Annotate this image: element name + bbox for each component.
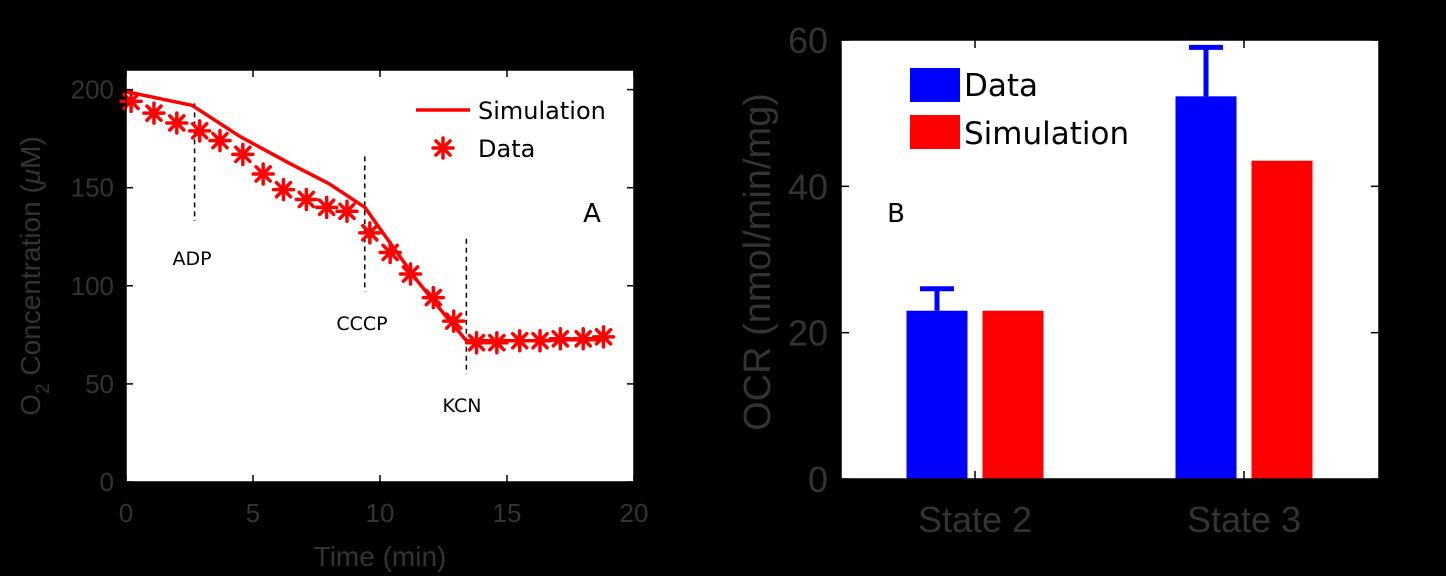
- y-tick-label: 100: [71, 271, 114, 301]
- x-tick-label: 10: [366, 498, 395, 528]
- y-tick-label: 40: [788, 166, 828, 207]
- data-point: [187, 119, 212, 143]
- panel-a-x-axis-label: Time (min): [314, 541, 447, 572]
- data-point: [441, 309, 466, 333]
- data-point-stroke: [381, 243, 399, 262]
- category-label: State 3: [1187, 499, 1301, 540]
- y-tick-label: 0: [100, 467, 114, 497]
- data-point-stroke: [234, 145, 252, 164]
- bar-simulation-state-2: [982, 310, 1044, 479]
- data-point-stroke: [274, 180, 293, 199]
- x-tick-label: 0: [119, 498, 133, 528]
- data-point-stroke: [254, 165, 272, 183]
- data-point: [548, 327, 573, 351]
- bar-simulation-state-3: [1251, 160, 1313, 479]
- category-label: State 2: [918, 499, 1032, 540]
- data-point: [507, 328, 532, 353]
- legend-simulation-label-b: Simulation: [964, 116, 1129, 152]
- data-point: [358, 221, 382, 245]
- data-point: [314, 195, 339, 220]
- x-tick-label: 15: [493, 498, 522, 528]
- data-point-stroke: [190, 121, 209, 140]
- data-point-stroke: [488, 333, 506, 352]
- legend-data-star-swatch: [431, 136, 455, 160]
- legend-simulation-swatch: [910, 115, 960, 149]
- data-point-stroke: [510, 331, 529, 350]
- data-point: [119, 89, 143, 114]
- bar-data-state-3: [1175, 96, 1237, 480]
- data-point: [271, 177, 296, 202]
- panel-a-legend: Simulation Data: [416, 97, 606, 163]
- data-point-stroke: [317, 198, 336, 217]
- data-point: [142, 101, 166, 125]
- data-point: [485, 330, 509, 355]
- legend-data-label: Data: [478, 135, 535, 163]
- panel-a-y-axis-label: O2 Concentration (μM): [15, 136, 54, 416]
- y-tick-label: 150: [71, 173, 114, 203]
- data-point: [591, 325, 616, 349]
- data-point: [378, 240, 402, 265]
- data-point: [528, 328, 552, 353]
- data-point-stroke: [551, 329, 570, 348]
- data-point-stroke: [211, 131, 229, 150]
- x-tick-label: 5: [246, 498, 260, 528]
- data-point: [231, 142, 255, 167]
- data-point-stroke: [594, 327, 613, 346]
- legend-simulation-label: Simulation: [478, 97, 606, 125]
- y-tick-label: 20: [788, 313, 828, 354]
- panel-b-y-axis-label: OCR (nmol/min/mg): [737, 93, 779, 431]
- data-point-stroke: [531, 331, 549, 350]
- data-point-stroke: [467, 333, 486, 352]
- data-point-stroke: [574, 329, 593, 348]
- x-tick-label: 20: [620, 498, 649, 528]
- data-point: [335, 199, 359, 224]
- y-tick-label: 50: [85, 369, 114, 399]
- data-point-stroke: [424, 288, 443, 307]
- panel-a-label: A: [583, 199, 601, 229]
- panel-b-legend: Data Simulation: [910, 68, 1129, 152]
- legend-data-label-b: Data: [964, 68, 1038, 104]
- data-point: [251, 162, 275, 186]
- data-point-stroke: [444, 312, 463, 330]
- data-point: [421, 285, 446, 310]
- y-tick-label: 0: [808, 459, 828, 500]
- y-tick-label: 200: [71, 75, 114, 105]
- data-point-stroke: [401, 265, 420, 283]
- panel-b-label: B: [887, 199, 905, 229]
- data-point: [464, 330, 489, 355]
- y-tick-label: 60: [788, 20, 828, 61]
- data-point-stroke: [297, 190, 316, 209]
- bar-data-state-2: [906, 310, 968, 479]
- legend-star-marker: [431, 136, 455, 160]
- data-point-stroke: [145, 104, 163, 122]
- panel-a-plot-area: [126, 70, 634, 482]
- annotation-label-cccp: CCCP: [336, 313, 387, 335]
- data-point-stroke: [338, 202, 356, 221]
- legend-data-swatch: [910, 68, 960, 102]
- panel-b-axes-frame: [840, 39, 1380, 480]
- data-point-stroke: [167, 114, 186, 132]
- annotation-label-adp: ADP: [172, 248, 211, 270]
- data-point: [165, 111, 189, 135]
- legend-star-marker-stroke: [434, 139, 452, 157]
- data-point: [398, 262, 423, 286]
- data-point-stroke: [361, 224, 379, 242]
- annotation-label-kcn: KCN: [443, 395, 482, 417]
- data-point: [294, 187, 319, 212]
- data-point: [208, 128, 232, 153]
- data-point: [571, 327, 595, 351]
